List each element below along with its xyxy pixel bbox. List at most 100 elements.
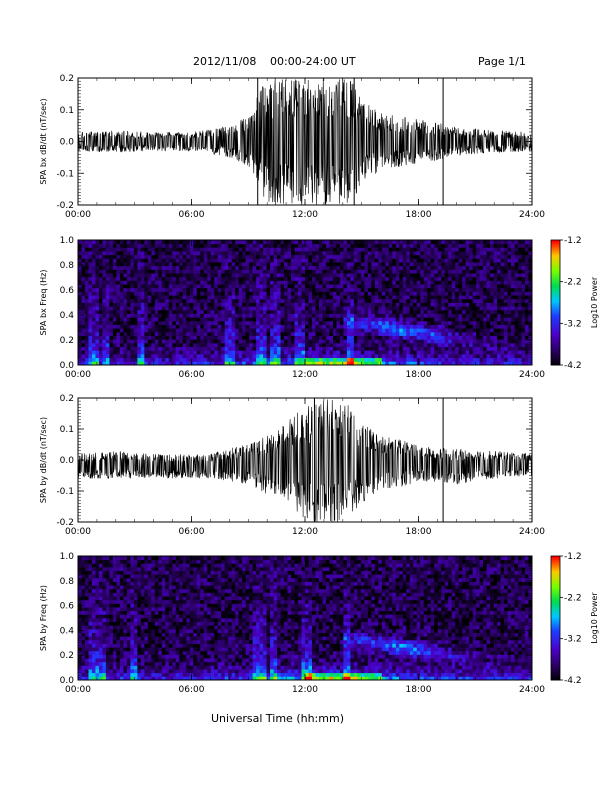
- spectrogram-cell: [406, 328, 411, 333]
- spectrogram-cell: [406, 302, 411, 307]
- spectrogram-cell: [186, 331, 191, 336]
- spectrogram-cell: [200, 284, 205, 289]
- spectrogram-cell: [284, 295, 288, 300]
- spectrogram-cell: [78, 302, 82, 307]
- spectrogram-cell: [451, 295, 456, 300]
- spectrogram-cell: [147, 302, 152, 307]
- spectrogram-cell: [242, 254, 247, 259]
- spectrogram-cell: [84, 254, 89, 259]
- spectrogram-cell: [95, 342, 100, 348]
- spectrogram-cell: [78, 309, 82, 314]
- spectrogram-cell: [427, 276, 432, 281]
- spectrogram-cell: [521, 265, 526, 270]
- spectrogram-cell: [311, 361, 316, 365]
- spectrogram-cell: [266, 350, 271, 355]
- spectrogram-cell: [161, 258, 166, 263]
- spectrogram-cell: [273, 309, 278, 314]
- spectrogram-cell: [231, 291, 236, 296]
- spectrogram-cell: [252, 291, 257, 296]
- spectrogram-cell: [102, 331, 107, 336]
- spectrogram-cell: [479, 273, 484, 278]
- spectrogram-cell: [430, 313, 435, 318]
- spectrogram-cell: [360, 280, 365, 285]
- spectrogram-cell: [441, 243, 446, 248]
- spectrogram-cell: [287, 346, 292, 351]
- spectrogram-cell: [168, 306, 173, 311]
- spectrogram-cell: [235, 302, 240, 307]
- spectrogram-cell: [231, 350, 236, 355]
- spectrogram-cell: [437, 251, 442, 256]
- spectrogram-cell: [469, 269, 474, 274]
- spectrogram-cell: [378, 243, 383, 248]
- spectrogram-cell: [420, 276, 425, 281]
- spectrogram-cell: [406, 247, 411, 252]
- spectrogram-cell: [346, 295, 351, 300]
- spectrogram-cell: [158, 339, 163, 344]
- spectrogram-cell: [252, 353, 257, 359]
- spectrogram-cell: [437, 320, 442, 325]
- spectrogram-cell: [126, 317, 131, 322]
- spectrogram-cell: [318, 265, 323, 270]
- spectrogram-cell: [521, 287, 526, 292]
- spectrogram-cell: [263, 302, 267, 307]
- spectrogram-cell: [416, 284, 421, 289]
- spectrogram-cell: [423, 295, 428, 300]
- spectrogram-cell: [137, 298, 142, 303]
- spectrogram-cell: [455, 280, 460, 285]
- spectrogram-cell: [504, 353, 508, 359]
- spectrogram-cell: [217, 243, 222, 248]
- spectrogram-cell: [504, 240, 508, 245]
- spectrogram-cell: [364, 357, 369, 362]
- spectrogram-cell: [500, 280, 505, 285]
- spectrogram-cell: [451, 240, 456, 245]
- spectrogram-cell: [353, 342, 358, 348]
- spectrogram-cell: [168, 317, 173, 322]
- spectrogram-cell: [270, 280, 274, 285]
- spectrogram-cell: [339, 273, 344, 278]
- spectrogram-cell: [511, 258, 515, 263]
- spectrogram-cell: [116, 328, 121, 333]
- spectrogram-cell: [339, 295, 344, 300]
- spectrogram-cell: [182, 243, 187, 248]
- spectrogram-cell: [186, 298, 191, 303]
- spectrogram-cell: [109, 284, 114, 289]
- spectrogram-cell: [497, 291, 501, 296]
- spectrogram-cell: [371, 251, 376, 256]
- spectrogram-cell: [221, 254, 226, 259]
- spectrogram-cell: [504, 320, 508, 325]
- spectrogram-cell: [266, 254, 271, 259]
- spectrogram-cell: [280, 273, 285, 278]
- spectrogram-cell: [322, 291, 327, 296]
- spectrogram-cell: [186, 346, 191, 351]
- spectrogram-cell: [329, 240, 334, 245]
- spectrogram-cell: [102, 291, 107, 296]
- spectrogram-cell: [179, 353, 184, 359]
- spectrogram-cell: [472, 317, 477, 322]
- spectrogram-cell: [168, 298, 173, 303]
- spectrogram-cell: [203, 317, 208, 322]
- spectrogram-cell: [381, 280, 386, 285]
- spectrogram-cell: [238, 339, 243, 344]
- spectrogram-cell: [413, 280, 418, 285]
- spectrogram-cell: [437, 361, 442, 365]
- spectrogram-cell: [277, 335, 281, 340]
- spectrogram-cell: [469, 291, 474, 296]
- spectrogram-cell: [486, 269, 491, 274]
- spectrogram-cell: [371, 284, 376, 289]
- spectrogram-cell: [266, 339, 271, 344]
- spectrogram-cell: [196, 357, 201, 362]
- spectrogram-cell: [175, 291, 180, 296]
- spectrogram-cell: [521, 302, 526, 307]
- spectrogram-cell: [395, 331, 400, 336]
- spectrogram-cell: [291, 243, 295, 248]
- spectrogram-cell: [137, 269, 142, 274]
- spectrogram-cell: [451, 284, 456, 289]
- spectrogram-cell: [203, 295, 208, 300]
- spectrogram-cell: [514, 243, 519, 248]
- spectrogram-cell: [277, 357, 281, 362]
- spectrogram-cell: [476, 361, 481, 365]
- spectrogram-cell: [308, 320, 313, 325]
- spectrogram-cell: [399, 254, 404, 259]
- spectrogram-cell: [133, 302, 138, 307]
- spectrogram-cell: [469, 335, 474, 340]
